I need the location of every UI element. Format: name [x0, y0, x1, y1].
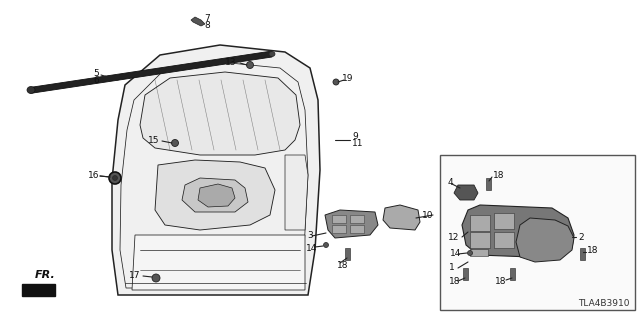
- Ellipse shape: [172, 140, 179, 147]
- Text: 18: 18: [495, 277, 506, 286]
- Bar: [463, 268, 468, 280]
- Text: 15: 15: [148, 135, 159, 145]
- Polygon shape: [383, 205, 420, 230]
- Polygon shape: [182, 178, 248, 212]
- Text: 7: 7: [204, 13, 210, 22]
- Polygon shape: [30, 51, 272, 93]
- Ellipse shape: [109, 172, 121, 184]
- Bar: [486, 178, 491, 190]
- Text: 1: 1: [449, 263, 455, 273]
- Ellipse shape: [467, 251, 472, 255]
- Text: 18: 18: [449, 277, 461, 286]
- Polygon shape: [198, 184, 235, 207]
- Text: 19: 19: [342, 74, 353, 83]
- Text: TLA4B3910: TLA4B3910: [579, 299, 630, 308]
- Polygon shape: [112, 45, 320, 295]
- Ellipse shape: [323, 243, 328, 247]
- Bar: [332, 225, 346, 233]
- Ellipse shape: [333, 79, 339, 85]
- Text: 16: 16: [88, 171, 99, 180]
- Text: 6: 6: [93, 76, 99, 84]
- Text: 10: 10: [422, 211, 433, 220]
- Bar: [494, 232, 514, 248]
- Text: 4: 4: [448, 178, 454, 187]
- Polygon shape: [325, 210, 378, 238]
- Polygon shape: [516, 218, 574, 262]
- Text: FR.: FR.: [35, 270, 56, 280]
- Text: 11: 11: [352, 139, 364, 148]
- Bar: [345, 248, 350, 260]
- Polygon shape: [285, 155, 308, 230]
- Text: 18: 18: [337, 260, 349, 269]
- Ellipse shape: [246, 61, 253, 68]
- Ellipse shape: [269, 52, 275, 57]
- Text: 2: 2: [578, 233, 584, 242]
- Text: 14: 14: [450, 250, 461, 259]
- Text: 12: 12: [448, 233, 460, 242]
- Polygon shape: [191, 17, 205, 26]
- Polygon shape: [140, 72, 300, 155]
- Bar: [350, 225, 364, 233]
- Text: 13: 13: [225, 58, 237, 67]
- Text: 18: 18: [493, 171, 504, 180]
- Polygon shape: [22, 284, 55, 296]
- Polygon shape: [454, 185, 478, 200]
- Text: 18: 18: [587, 245, 598, 254]
- Text: 5: 5: [93, 68, 99, 77]
- Polygon shape: [155, 160, 275, 230]
- Ellipse shape: [27, 86, 35, 93]
- Polygon shape: [462, 205, 574, 258]
- Ellipse shape: [152, 274, 160, 282]
- Bar: [350, 215, 364, 223]
- Bar: [470, 232, 490, 248]
- Ellipse shape: [113, 175, 118, 180]
- Text: 3: 3: [307, 230, 313, 239]
- Bar: [470, 215, 490, 231]
- Bar: [494, 213, 514, 229]
- Polygon shape: [132, 235, 305, 290]
- Text: 17: 17: [129, 270, 141, 279]
- Bar: [580, 248, 585, 260]
- Text: 14: 14: [306, 244, 317, 252]
- Bar: [332, 215, 346, 223]
- Bar: [510, 268, 515, 280]
- Text: 8: 8: [204, 20, 210, 29]
- Text: 9: 9: [352, 132, 358, 140]
- Bar: [440, 155, 635, 310]
- Bar: [470, 249, 488, 256]
